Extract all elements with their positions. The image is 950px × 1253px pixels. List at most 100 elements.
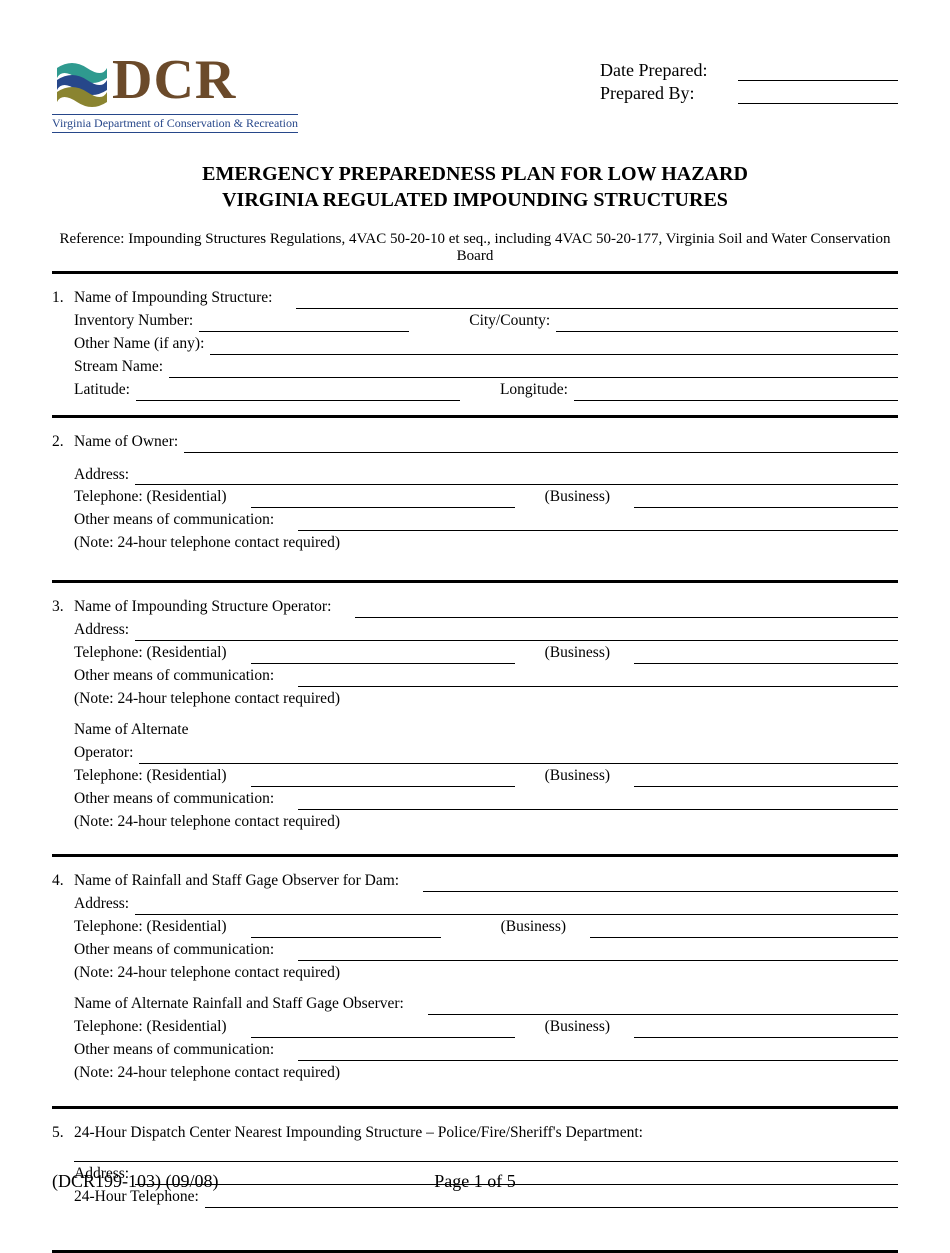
observer-name-input[interactable] — [423, 876, 898, 892]
operator-tel-bus-label: (Business) — [545, 643, 610, 664]
owner-address-label: Address: — [74, 465, 129, 486]
other-name-input[interactable] — [210, 339, 898, 355]
owner-other-comm-label: Other means of communication: — [74, 510, 274, 531]
operator-name-input[interactable] — [355, 602, 898, 618]
section-number: 4. — [52, 871, 74, 892]
observer-address-input[interactable] — [135, 899, 898, 915]
date-prepared-input[interactable] — [738, 63, 898, 81]
operator-other-comm-label: Other means of communication: — [74, 666, 274, 687]
title-line1: EMERGENCY PREPAREDNESS PLAN FOR LOW HAZA… — [202, 163, 748, 185]
observer-tel-bus-label: (Business) — [501, 917, 566, 938]
section-number: 2. — [52, 432, 74, 453]
divider — [52, 854, 898, 857]
divider — [52, 271, 898, 274]
page-footer: (DCR199-103) (09/08) Page 1 of 5 — [52, 1171, 898, 1192]
owner-name-label: Name of Owner: — [74, 432, 178, 453]
city-county-input[interactable] — [556, 316, 898, 332]
alt-operator-tel-bus-label: (Business) — [545, 766, 610, 787]
prepared-by-label: Prepared By: — [600, 83, 730, 104]
logo-letters: DCR — [112, 48, 236, 112]
observer-other-comm-label: Other means of communication: — [74, 940, 274, 961]
inventory-label: Inventory Number: — [74, 311, 193, 332]
section-5: 5. 24-Hour Dispatch Center Nearest Impou… — [52, 1123, 898, 1208]
prepared-block: Date Prepared: Prepared By: — [600, 60, 898, 106]
alt-observer-tel-res-input[interactable] — [251, 1022, 515, 1038]
section-number: 1. — [52, 288, 74, 309]
alt-operator-tel-bus-input[interactable] — [634, 771, 898, 787]
operator-tel-res-input[interactable] — [251, 648, 515, 664]
alt-operator-other-comm-input[interactable] — [298, 794, 898, 810]
other-name-label: Other Name (if any): — [74, 334, 204, 355]
alt-observer-name-label: Name of Alternate Rainfall and Staff Gag… — [74, 994, 404, 1015]
owner-address-input[interactable] — [135, 469, 898, 485]
dcr-logo: DCR — [52, 48, 298, 112]
page-header: DCR Virginia Department of Conservation … — [52, 48, 898, 133]
latitude-label: Latitude: — [74, 380, 130, 401]
city-county-label: City/County: — [469, 311, 550, 332]
logo-block: DCR Virginia Department of Conservation … — [52, 48, 298, 133]
operator-tel-bus-input[interactable] — [634, 648, 898, 664]
alt-observer-name-input[interactable] — [428, 999, 898, 1015]
title-line2: VIRGINIA REGULATED IMPOUNDING STRUCTURES — [222, 189, 728, 211]
owner-tel-res-label: Telephone: (Residential) — [74, 487, 227, 508]
section-number: 3. — [52, 597, 74, 618]
observer-other-comm-input[interactable] — [298, 945, 898, 961]
observer-tel-res-input[interactable] — [251, 922, 441, 938]
prepared-by-input[interactable] — [738, 86, 898, 104]
observer-tel-res-label: Telephone: (Residential) — [74, 917, 227, 938]
alt-operator-tel-res-label: Telephone: (Residential) — [74, 766, 227, 787]
dispatch-tel-input[interactable] — [205, 1192, 898, 1208]
structure-name-label: Name of Impounding Structure: — [74, 288, 272, 309]
divider — [52, 1106, 898, 1109]
alt-operator-name-input[interactable] — [139, 748, 898, 764]
operator-other-comm-input[interactable] — [298, 671, 898, 687]
stream-name-input[interactable] — [169, 362, 898, 378]
observer-address-label: Address: — [74, 894, 129, 915]
operator-name-label: Name of Impounding Structure Operator: — [74, 597, 331, 618]
section-number: 5. — [52, 1123, 74, 1144]
owner-other-comm-input[interactable] — [298, 515, 898, 531]
owner-note: (Note: 24-hour telephone contact require… — [74, 533, 898, 554]
alt-observer-note: (Note: 24-hour telephone contact require… — [74, 1063, 898, 1084]
divider — [52, 415, 898, 418]
dispatch-name-input[interactable] — [74, 1146, 898, 1162]
longitude-label: Longitude: — [500, 380, 568, 401]
page-number: Page 1 of 5 — [52, 1171, 898, 1192]
structure-name-input[interactable] — [296, 293, 898, 309]
alt-operator-label1: Name of Alternate — [74, 720, 188, 741]
section-2: 2. Name of Owner: Address: Telephone: (R… — [52, 432, 898, 555]
alt-observer-tel-bus-input[interactable] — [634, 1022, 898, 1038]
alt-operator-note: (Note: 24-hour telephone contact require… — [74, 812, 898, 833]
section-4: 4. Name of Rainfall and Staff Gage Obser… — [52, 871, 898, 1083]
owner-tel-bus-input[interactable] — [634, 492, 898, 508]
owner-name-input[interactable] — [184, 437, 898, 453]
stream-name-label: Stream Name: — [74, 357, 163, 378]
logo-tagline: Virginia Department of Conservation & Re… — [52, 114, 298, 133]
section-1: 1. Name of Impounding Structure: Invento… — [52, 288, 898, 401]
owner-tel-res-input[interactable] — [251, 492, 515, 508]
date-prepared-label: Date Prepared: — [600, 60, 730, 81]
page-title: EMERGENCY PREPAREDNESS PLAN FOR LOW HAZA… — [52, 161, 898, 213]
wave-icon — [52, 50, 112, 110]
observer-note: (Note: 24-hour telephone contact require… — [74, 963, 898, 984]
alt-operator-tel-res-input[interactable] — [251, 771, 515, 787]
operator-tel-res-label: Telephone: (Residential) — [74, 643, 227, 664]
operator-address-label: Address: — [74, 620, 129, 641]
observer-tel-bus-input[interactable] — [590, 922, 898, 938]
section-3: 3. Name of Impounding Structure Operator… — [52, 597, 898, 832]
dispatch-name-label: 24-Hour Dispatch Center Nearest Impoundi… — [74, 1123, 643, 1144]
alt-operator-label2: Operator: — [74, 743, 133, 764]
reference-text: Reference: Impounding Structures Regulat… — [52, 231, 898, 265]
operator-note: (Note: 24-hour telephone contact require… — [74, 689, 898, 710]
divider — [52, 580, 898, 583]
alt-observer-other-comm-label: Other means of communication: — [74, 1040, 274, 1061]
divider — [52, 1250, 898, 1253]
operator-address-input[interactable] — [135, 625, 898, 641]
longitude-input[interactable] — [574, 385, 898, 401]
alt-observer-other-comm-input[interactable] — [298, 1045, 898, 1061]
latitude-input[interactable] — [136, 385, 460, 401]
inventory-input[interactable] — [199, 316, 409, 332]
alt-operator-other-comm-label: Other means of communication: — [74, 789, 274, 810]
alt-observer-tel-res-label: Telephone: (Residential) — [74, 1017, 227, 1038]
alt-observer-tel-bus-label: (Business) — [545, 1017, 610, 1038]
